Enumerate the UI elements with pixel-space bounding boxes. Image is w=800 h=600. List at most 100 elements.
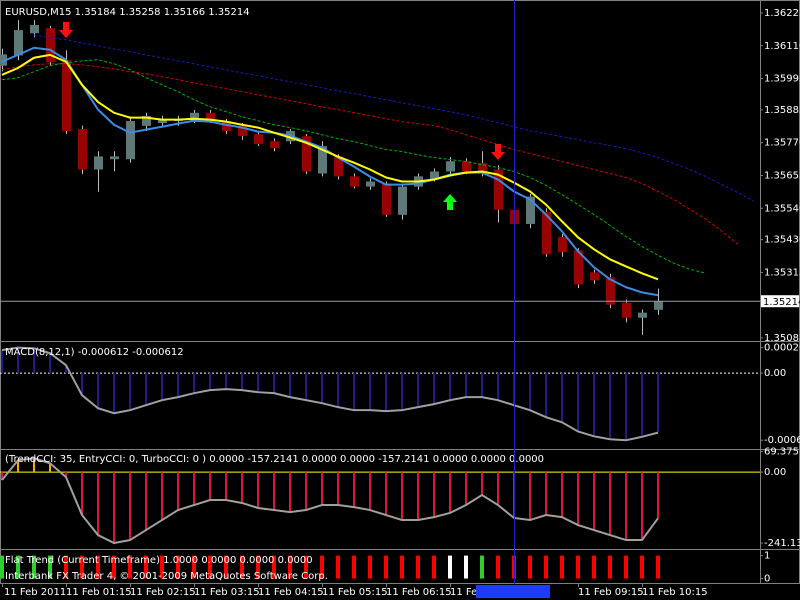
- cci-bar: [417, 472, 419, 521]
- trend-bar: [240, 555, 244, 579]
- macd-bar: [593, 373, 595, 437]
- macd-bar: [529, 373, 531, 411]
- candle-body: [94, 156, 103, 170]
- cci-bar: [545, 472, 547, 516]
- macd-bar: [465, 373, 467, 398]
- x-tick-label: 11 Feb 09:15: [578, 587, 644, 598]
- candle-body: [574, 250, 583, 285]
- pane-footer: Interbank FX Trader 4, © 2001-2009 MetaQ…: [5, 571, 328, 582]
- trend-bar: [480, 555, 484, 579]
- cci-bar: [481, 472, 483, 496]
- y-tick-label: -241.131: [764, 538, 800, 549]
- trend-bar: [32, 555, 36, 579]
- candle-body: [462, 161, 471, 172]
- pane-title: (TrendCCI: 35, EntryCCI: 0, TurboCCI: 0 …: [5, 454, 544, 465]
- candle-body: [46, 28, 55, 63]
- macd-bar: [561, 373, 563, 423]
- macd-bar: [49, 353, 51, 374]
- macd-bar: [369, 373, 371, 411]
- y-tick-label: 0.00: [764, 368, 786, 379]
- trend-bar: [496, 555, 500, 579]
- trend-bar: [144, 555, 148, 579]
- y-tick-label: 1.35885: [764, 105, 800, 116]
- trend-bar: [368, 555, 372, 579]
- candle-body: [382, 183, 391, 215]
- cci-bar: [337, 472, 339, 506]
- y-tick-label: 0: [764, 574, 770, 585]
- trend-bar: [112, 555, 116, 579]
- macd-bar: [433, 373, 435, 405]
- candle-body: [270, 141, 279, 149]
- indicator-line: [1, 346, 659, 442]
- trend-bar: [224, 555, 228, 579]
- trend-bar: [464, 555, 468, 579]
- overlay: [59, 0, 550, 598]
- candle-body: [638, 312, 647, 318]
- candle-body: [158, 119, 167, 124]
- cci-bar: [241, 472, 243, 503]
- trend-bar: [64, 555, 68, 579]
- trend-bar: [304, 555, 308, 579]
- candle-body: [302, 136, 311, 172]
- cci-bar: [273, 472, 275, 511]
- macd-bar: [257, 373, 259, 393]
- trend-bar: [208, 555, 212, 579]
- trend-bar: [320, 555, 324, 579]
- candle-body: [590, 272, 599, 281]
- y-tick-label: 0.00: [764, 467, 786, 478]
- macd-bar: [209, 373, 211, 391]
- candle-body: [478, 163, 487, 174]
- trend-bar: [176, 555, 180, 579]
- cci-bar: [593, 472, 595, 531]
- trend-bar: [336, 555, 340, 579]
- cci-bar: [193, 472, 195, 506]
- macd-bar: [177, 373, 179, 398]
- trend-bar: [656, 555, 660, 579]
- trend-bar: [16, 555, 20, 579]
- trend-bar: [544, 555, 548, 579]
- macd-bar: [401, 373, 403, 411]
- y-tick-label: 69.3751: [764, 447, 800, 458]
- candle-body: [318, 146, 327, 174]
- candle-body: [542, 211, 551, 255]
- macd-bar: [417, 373, 419, 408]
- candle-body: [254, 134, 263, 145]
- cci-bar: [113, 472, 115, 544]
- y-tick-label: -0.00069: [764, 435, 800, 446]
- candle-body: [398, 186, 407, 215]
- trend-bar: [256, 555, 260, 579]
- y-tick-label: 0.000263: [764, 343, 800, 354]
- cci-bar: [209, 472, 211, 501]
- cci-bar: [65, 472, 67, 478]
- y-tick-label: 1.35540: [764, 203, 800, 214]
- x-tick-label: 11 Feb 06:15: [386, 587, 452, 598]
- candle-body: [622, 302, 631, 318]
- cci-bar: [641, 472, 643, 541]
- macd-bar: [97, 373, 99, 409]
- trend-bar: [272, 555, 276, 579]
- cci-bar: [385, 472, 387, 516]
- cci-bar: [561, 472, 563, 518]
- cci-bar: [1, 472, 3, 481]
- candle-body: [350, 176, 359, 187]
- trend-bar: [160, 555, 164, 579]
- sell-arrow: [491, 144, 505, 160]
- x-tick-label: 11 Feb 03:15: [194, 587, 260, 598]
- cci-bar: [17, 460, 19, 473]
- macd-bar: [449, 373, 451, 401]
- x-tick-label: 11 Feb 05:15: [322, 587, 388, 598]
- candle-body: [222, 121, 231, 132]
- y-tick-label: 1.35995: [764, 74, 800, 85]
- cci-bar: [577, 472, 579, 526]
- candle-body: [446, 161, 455, 172]
- cci-bar: [497, 472, 499, 506]
- macd-bar: [65, 365, 67, 374]
- macd-bar: [225, 373, 227, 390]
- x-tick-label: 11 Feb 02:15: [130, 587, 196, 598]
- cci-bar: [33, 458, 35, 473]
- macd-bar: [161, 373, 163, 401]
- candle-body: [14, 30, 23, 56]
- indicator-line: [1, 457, 659, 545]
- indicator-line: [1, 53, 659, 281]
